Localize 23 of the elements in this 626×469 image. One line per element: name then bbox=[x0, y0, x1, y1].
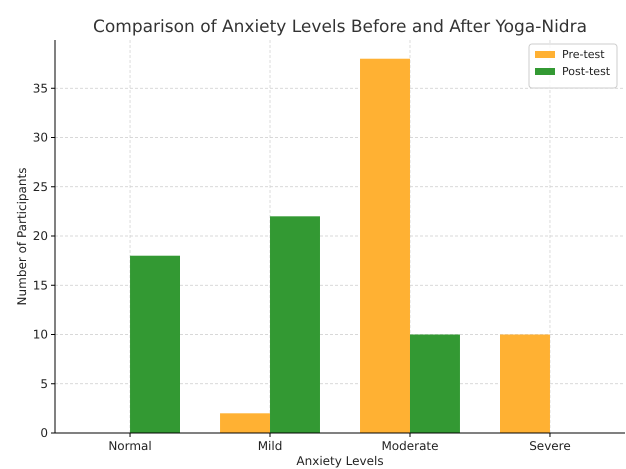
bar bbox=[130, 256, 180, 433]
bar bbox=[500, 334, 550, 433]
bar bbox=[410, 334, 460, 433]
y-tick-label: 0 bbox=[40, 426, 48, 440]
x-axis-title: Anxiety Levels bbox=[296, 454, 384, 468]
bar bbox=[360, 58, 410, 433]
x-tick-label: Mild bbox=[258, 439, 282, 453]
y-tick-label: 25 bbox=[32, 180, 48, 194]
x-tick-label: Severe bbox=[529, 439, 571, 453]
x-tick-label: Normal bbox=[108, 439, 152, 453]
chart-title: Comparison of Anxiety Levels Before and After Yoga-Nidra bbox=[93, 17, 587, 37]
x-tick-label: Moderate bbox=[381, 439, 439, 453]
y-tick-label: 20 bbox=[32, 229, 48, 244]
y-tick-label: 10 bbox=[32, 328, 48, 342]
y-tick-label: 35 bbox=[32, 81, 48, 96]
y-tick-label: 30 bbox=[32, 130, 48, 145]
y-axis-title: Number of Participants bbox=[15, 168, 29, 306]
legend-label: Post-test bbox=[562, 65, 611, 78]
y-tick-label: 15 bbox=[32, 278, 48, 292]
legend-label: Pre-test bbox=[562, 48, 606, 61]
bar bbox=[270, 216, 320, 433]
bar bbox=[220, 413, 270, 433]
y-tick-label: 5 bbox=[40, 376, 48, 391]
